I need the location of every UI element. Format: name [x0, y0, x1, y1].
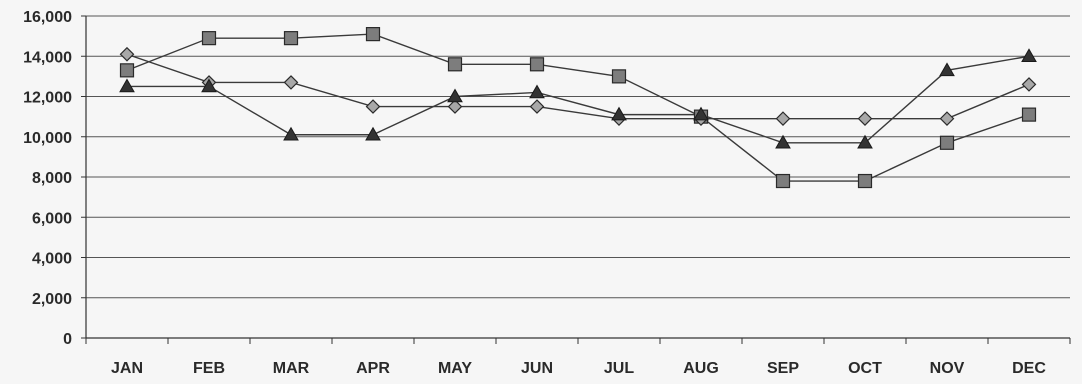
- x-tick-label: NOV: [930, 360, 965, 377]
- series-diamond-point: [529, 99, 545, 114]
- series-square-point: [1021, 107, 1037, 122]
- series-markers: [119, 27, 1037, 189]
- x-tick-label: MAY: [438, 360, 472, 377]
- series-square-point: [939, 135, 955, 150]
- series-square-point: [365, 27, 381, 42]
- y-axis-tick-labels: 0 2,000 4,000 6,000 8,000 10,000 12,000 14,000 1…: [23, 9, 72, 348]
- y-tick-label: 4,000: [32, 251, 72, 268]
- y-tick-label: 2,000: [32, 291, 72, 308]
- series-lines: [126, 33, 1030, 182]
- series-triangle-point: [693, 106, 709, 121]
- series-square-point: [119, 63, 135, 78]
- series-square-point: [857, 173, 873, 189]
- x-tick-label: APR: [356, 360, 390, 377]
- x-tick-label: DEC: [1012, 360, 1046, 377]
- y-tick-label: 12,000: [23, 90, 72, 107]
- gridlines: [86, 15, 1070, 299]
- x-tick-label: SEP: [767, 360, 799, 377]
- y-tick-label: 0: [63, 331, 72, 348]
- x-tick-label: JUL: [604, 360, 634, 377]
- y-tick-label: 16,000: [23, 9, 72, 26]
- x-tick-label: FEB: [193, 360, 225, 377]
- series-square-point: [201, 31, 217, 46]
- x-tick-label: AUG: [683, 360, 719, 377]
- series-triangle-line: [127, 55, 1030, 144]
- series-square-point: [775, 173, 791, 189]
- series-triangle-point: [775, 134, 791, 149]
- series-square-line: [126, 33, 1030, 182]
- series-square-point: [447, 57, 463, 72]
- series-triangle-point: [857, 134, 873, 149]
- series-diamond-point: [447, 99, 463, 114]
- series-diamond-point: [283, 75, 299, 90]
- series-triangle-point: [939, 62, 955, 77]
- series-square-point: [529, 57, 545, 72]
- series-triangle-point: [283, 126, 299, 141]
- series-triangle-point: [529, 84, 545, 99]
- axes: [81, 15, 1071, 344]
- y-tick-label: 6,000: [32, 210, 72, 227]
- series-triangle-point: [1021, 48, 1037, 62]
- x-axis-tick-labels: JAN FEB MAR APR MAY JUN JUL AUG SEP OCT NOV DEC: [111, 360, 1046, 377]
- series-triangle-point: [447, 88, 463, 103]
- series-diamond-point: [1021, 77, 1037, 92]
- x-tick-label: JAN: [111, 360, 143, 377]
- series-triangle-point: [365, 126, 381, 141]
- y-tick-label: 10,000: [23, 130, 72, 147]
- series-diamond-line: [126, 53, 1030, 120]
- series-diamond-point: [857, 111, 873, 126]
- x-tick-label: MAR: [273, 360, 310, 377]
- y-tick-label: 8,000: [32, 170, 72, 187]
- series-triangle-point: [611, 106, 627, 121]
- series-diamond-point: [775, 111, 791, 126]
- series-diamond-point: [939, 111, 955, 126]
- x-tick-label: OCT: [848, 360, 882, 377]
- x-tick-label: JUN: [521, 360, 553, 377]
- series-triangle-point: [119, 78, 135, 93]
- series-triangle-point: [201, 78, 217, 93]
- series-diamond-point: [365, 99, 381, 114]
- series-diamond-point: [119, 46, 135, 62]
- y-tick-label: 14,000: [23, 49, 72, 66]
- series-square-point: [611, 69, 627, 84]
- series-square-point: [283, 31, 299, 46]
